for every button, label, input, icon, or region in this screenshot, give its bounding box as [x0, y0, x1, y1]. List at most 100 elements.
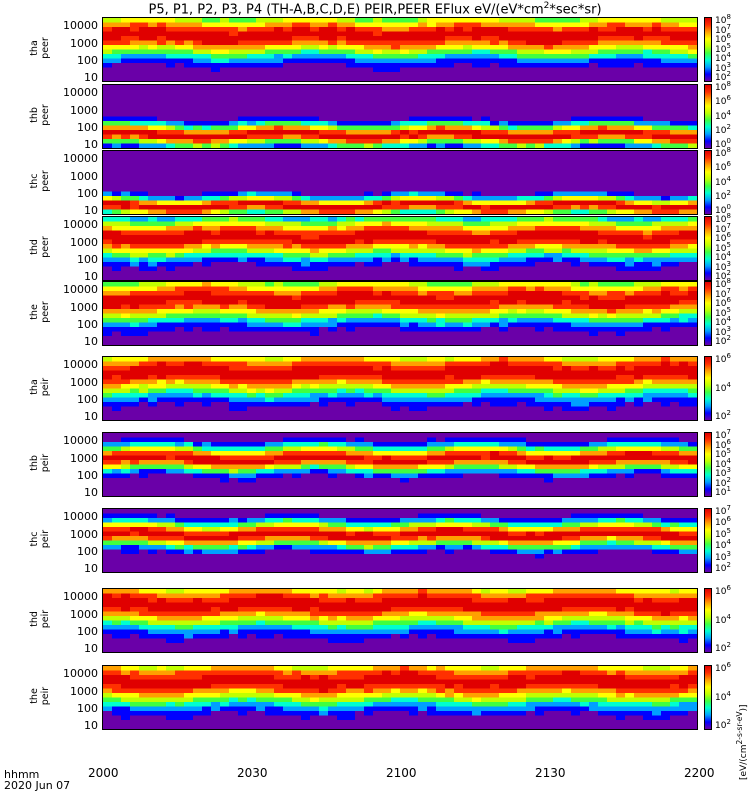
spectrogram-cell — [139, 239, 149, 245]
spectrogram-cell — [256, 103, 266, 109]
spectrogram-cell — [166, 379, 176, 385]
spectrogram-cell — [202, 366, 212, 372]
spectrogram-cell — [445, 54, 455, 60]
spectrogram-cell — [310, 191, 320, 197]
spectrogram-cell — [112, 366, 122, 372]
spectrogram-cell — [571, 72, 581, 78]
spectrogram-cell — [634, 318, 644, 324]
spectrogram-cell — [247, 244, 257, 250]
spectrogram-cell — [643, 89, 653, 95]
spectrogram-cell — [616, 196, 626, 202]
spectrogram-cell — [463, 155, 473, 161]
spectrogram-cell — [211, 45, 221, 51]
spectrogram-cell — [121, 235, 131, 241]
spectrogram-cell — [652, 76, 662, 81]
spectrogram-cell — [193, 121, 203, 127]
spectrogram-cell — [391, 143, 401, 148]
spectrogram-cell — [166, 18, 176, 24]
spectrogram-cell — [139, 291, 149, 297]
spectrogram-cell — [328, 196, 338, 202]
spectrogram-cell — [139, 143, 149, 148]
spectrogram-cell — [310, 27, 320, 33]
spectrogram-cell — [634, 295, 644, 301]
spectrogram-cell — [256, 160, 266, 166]
spectrogram-cell — [454, 309, 464, 315]
spectrogram-cell — [463, 221, 473, 227]
spectrogram-cell — [139, 322, 149, 328]
spectrogram-cell — [346, 125, 356, 131]
spectrogram-cell — [670, 191, 680, 197]
spectrogram-cell — [427, 94, 437, 100]
y-tick-label: 10 — [84, 204, 98, 218]
spectrogram-cell — [670, 226, 680, 232]
spectrogram-cell — [463, 248, 473, 254]
spectrogram-cell — [112, 275, 122, 280]
spectrogram-cell — [103, 169, 113, 175]
spectrogram-cell — [157, 200, 167, 206]
spectrogram-cell — [193, 103, 203, 109]
spectrogram-cell — [265, 397, 275, 403]
spectrogram-cell — [292, 230, 302, 236]
spectrogram-cell — [292, 226, 302, 232]
spectrogram-cell — [391, 27, 401, 33]
spectrogram-cell — [589, 151, 599, 157]
spectrogram-cell — [139, 196, 149, 202]
spectrogram-cell — [580, 155, 590, 161]
spectrogram-cell — [391, 63, 401, 69]
spectrogram-cell — [508, 49, 518, 55]
spectrogram-cell — [247, 112, 257, 118]
spectrogram-cell — [445, 130, 455, 136]
spectrogram-cell — [481, 130, 491, 136]
spectrogram-cell — [256, 370, 266, 376]
spectrogram-cell — [418, 27, 428, 33]
spectrogram-cell — [130, 205, 140, 211]
spectrogram-cell — [319, 266, 329, 272]
spectrogram-cell — [310, 217, 320, 223]
spectrogram-cell — [400, 54, 410, 60]
spectrogram-cell — [364, 226, 374, 232]
spectrogram-cell — [517, 239, 527, 245]
spectrogram-cell — [328, 217, 338, 223]
spectrogram-cell — [211, 262, 221, 268]
spectrogram-cell — [499, 58, 509, 64]
spectrogram-cell — [517, 209, 527, 214]
spectrogram-cell — [364, 271, 374, 277]
spectrogram-cell — [373, 209, 383, 214]
spectrogram-cell — [580, 282, 590, 288]
spectrogram-cell — [301, 257, 311, 263]
spectrogram-cell — [328, 155, 338, 161]
spectrogram-cell — [157, 36, 167, 42]
spectrogram-cell — [445, 205, 455, 211]
spectrogram-cell — [652, 151, 662, 157]
spectrogram-cell — [184, 375, 194, 381]
spectrogram-cell — [517, 164, 527, 170]
spectrogram-cell — [409, 49, 419, 55]
spectrogram-cell — [355, 196, 365, 202]
spectrogram-cell — [517, 275, 527, 280]
spectrogram-cell — [229, 230, 239, 236]
spectrogram-cell — [445, 58, 455, 64]
spectrogram-cell — [400, 318, 410, 324]
spectrogram-cell — [661, 336, 671, 342]
spectrogram-cell — [247, 313, 257, 319]
spectrogram-cell — [112, 357, 122, 363]
spectrogram-cell — [634, 282, 644, 288]
spectrogram-cell — [301, 331, 311, 337]
spectrogram-cell — [310, 94, 320, 100]
spectrogram-cell — [193, 379, 203, 385]
spectrogram-cell — [517, 248, 527, 254]
spectrogram-cell — [121, 336, 131, 342]
spectrogram-cell — [220, 169, 230, 175]
y-tick-label: 1000 — [70, 103, 98, 117]
spectrogram-cell — [589, 244, 599, 250]
spectrogram-cell — [571, 182, 581, 188]
spectrogram-cell — [346, 134, 356, 140]
spectrogram-cell — [688, 98, 697, 104]
spectrogram-cell — [409, 151, 419, 157]
spectrogram-cell — [517, 226, 527, 232]
spectrogram-cell — [346, 318, 356, 324]
spectrogram-cell — [382, 85, 392, 91]
spectrogram-cell — [580, 300, 590, 306]
spectrogram-cell — [544, 151, 554, 157]
spectrogram-cell — [103, 72, 113, 78]
